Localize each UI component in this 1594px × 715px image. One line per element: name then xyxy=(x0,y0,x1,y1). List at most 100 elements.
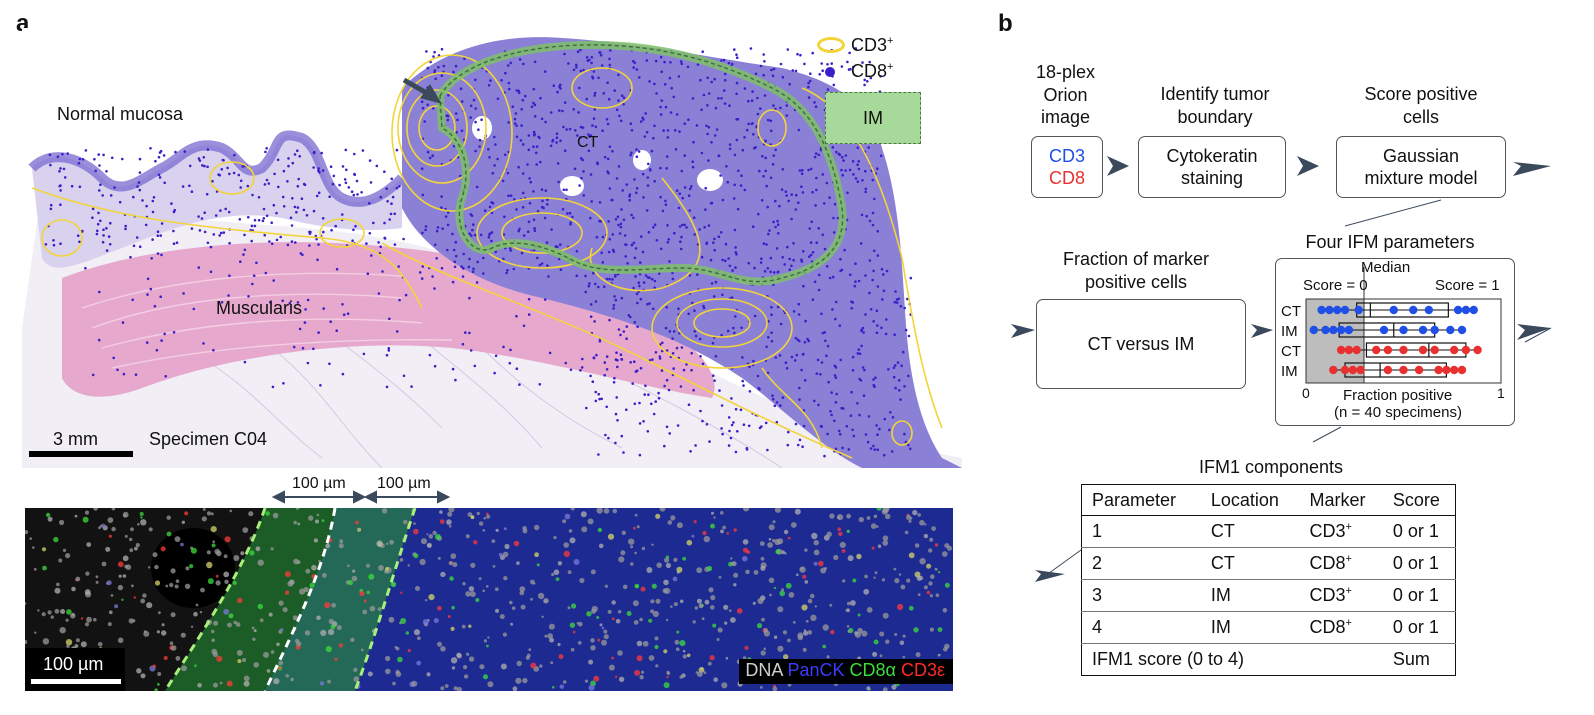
cd8-dot xyxy=(858,413,861,417)
cd8-dot xyxy=(592,117,596,120)
cd8-dot xyxy=(632,241,636,245)
cd8-dot xyxy=(297,177,301,181)
fluor-cell xyxy=(873,639,879,645)
cd8-dot xyxy=(659,55,663,59)
cd8-dot xyxy=(774,225,777,229)
n-specimens-label: (n = 40 specimens) xyxy=(1334,404,1462,421)
fluor-cell xyxy=(710,595,716,601)
cd8-dot xyxy=(788,268,792,271)
fluor-cell xyxy=(614,675,618,678)
fluor-cell xyxy=(757,597,764,605)
cd8-dot xyxy=(469,213,473,216)
cd8-dot xyxy=(322,307,326,310)
fluor-cell xyxy=(296,641,302,647)
fluor-cell xyxy=(500,663,507,670)
cd8-dot xyxy=(294,241,297,244)
cd8-dot xyxy=(59,203,62,206)
cd8-dot xyxy=(872,269,875,273)
cd8-dot xyxy=(770,339,774,343)
cell-marker: CD8+ xyxy=(1299,547,1383,580)
cd8-dot xyxy=(593,91,597,95)
cd8-dot xyxy=(252,274,256,277)
cd8-dot xyxy=(779,322,783,326)
boxplot-point xyxy=(1430,325,1439,335)
boxplot-point xyxy=(1336,325,1346,335)
boxplot-point xyxy=(1418,325,1428,335)
fluor-cell xyxy=(491,539,496,543)
cd8-dot xyxy=(221,158,225,162)
cd8-dot xyxy=(174,150,177,154)
cd8-dot xyxy=(893,300,897,304)
cd8-dot xyxy=(901,350,905,354)
fluor-cell xyxy=(465,534,470,539)
distance-arrows xyxy=(271,490,451,504)
fluor-cell xyxy=(308,515,314,521)
cd8-dot xyxy=(673,129,677,132)
cd8-dot xyxy=(785,114,789,117)
cd8-dot xyxy=(160,339,163,342)
cd8-dot xyxy=(813,155,817,159)
cd8-dot xyxy=(102,228,105,232)
cd8-dot xyxy=(852,434,856,438)
cd8-dot xyxy=(802,284,805,288)
cd8-dot xyxy=(799,53,802,57)
fluor-cell xyxy=(516,561,520,565)
fluor-cell xyxy=(201,516,207,522)
arrow-7 xyxy=(1035,570,1065,582)
fluor-cell xyxy=(617,650,623,656)
cell-location: CT xyxy=(1200,547,1300,580)
boxplot-point xyxy=(1399,345,1408,355)
cd8-dot xyxy=(91,216,94,219)
fluor-cell xyxy=(428,534,434,539)
cd8-dot xyxy=(681,196,684,200)
cd8-dot xyxy=(632,59,635,63)
fluor-cell xyxy=(334,657,338,661)
cd8-dot xyxy=(594,300,598,303)
cd8-dot xyxy=(672,95,676,99)
cd8-dot xyxy=(669,61,672,64)
cd8-dot xyxy=(572,68,576,72)
cd8-dot xyxy=(469,116,472,119)
cd8-dot xyxy=(502,345,505,349)
cd8-dot xyxy=(528,201,532,205)
cd8-dot xyxy=(733,228,737,232)
fluor-cell xyxy=(270,547,274,551)
boxplot-point xyxy=(1329,365,1338,375)
fluor-cell xyxy=(674,639,680,645)
fluor-cell xyxy=(295,508,300,510)
cd8-dot xyxy=(286,243,290,247)
fluor-cell xyxy=(84,510,90,515)
fluor-cell xyxy=(710,523,715,529)
cd8-dot xyxy=(514,112,518,115)
cd8-dot xyxy=(663,444,666,448)
cd8-dot xyxy=(58,170,61,173)
cd8-dot xyxy=(99,219,102,223)
cd8-dot xyxy=(192,307,196,311)
cd8-dot xyxy=(504,71,507,75)
cd8-dot xyxy=(720,404,724,407)
fluor-cell xyxy=(760,650,766,656)
fluor-cell xyxy=(804,548,808,552)
cd8-dot xyxy=(821,233,825,237)
cd8-dot xyxy=(561,208,565,211)
cd8-dot xyxy=(575,274,579,278)
cd8-dot xyxy=(480,118,483,121)
cd8-dot xyxy=(725,165,728,168)
cd8-dot xyxy=(646,184,650,187)
fluor-cell xyxy=(478,577,482,581)
cd8-dot xyxy=(763,60,766,63)
cd8-dot xyxy=(436,226,440,229)
fluor-cell xyxy=(211,543,216,548)
cd8-dot xyxy=(172,331,176,334)
cd8-dot xyxy=(257,196,261,199)
cell-location: IM xyxy=(1200,579,1300,612)
cd8-dot xyxy=(844,169,847,172)
fluor-cell xyxy=(721,682,728,689)
fluor-cell xyxy=(937,627,943,632)
cd8-dot xyxy=(559,268,563,271)
cd8-dot xyxy=(872,378,875,381)
cd8-dot xyxy=(833,202,837,206)
cell-parameter: 1 xyxy=(1081,515,1201,548)
fluor-cell xyxy=(682,649,686,653)
cd8-dot xyxy=(81,158,85,161)
